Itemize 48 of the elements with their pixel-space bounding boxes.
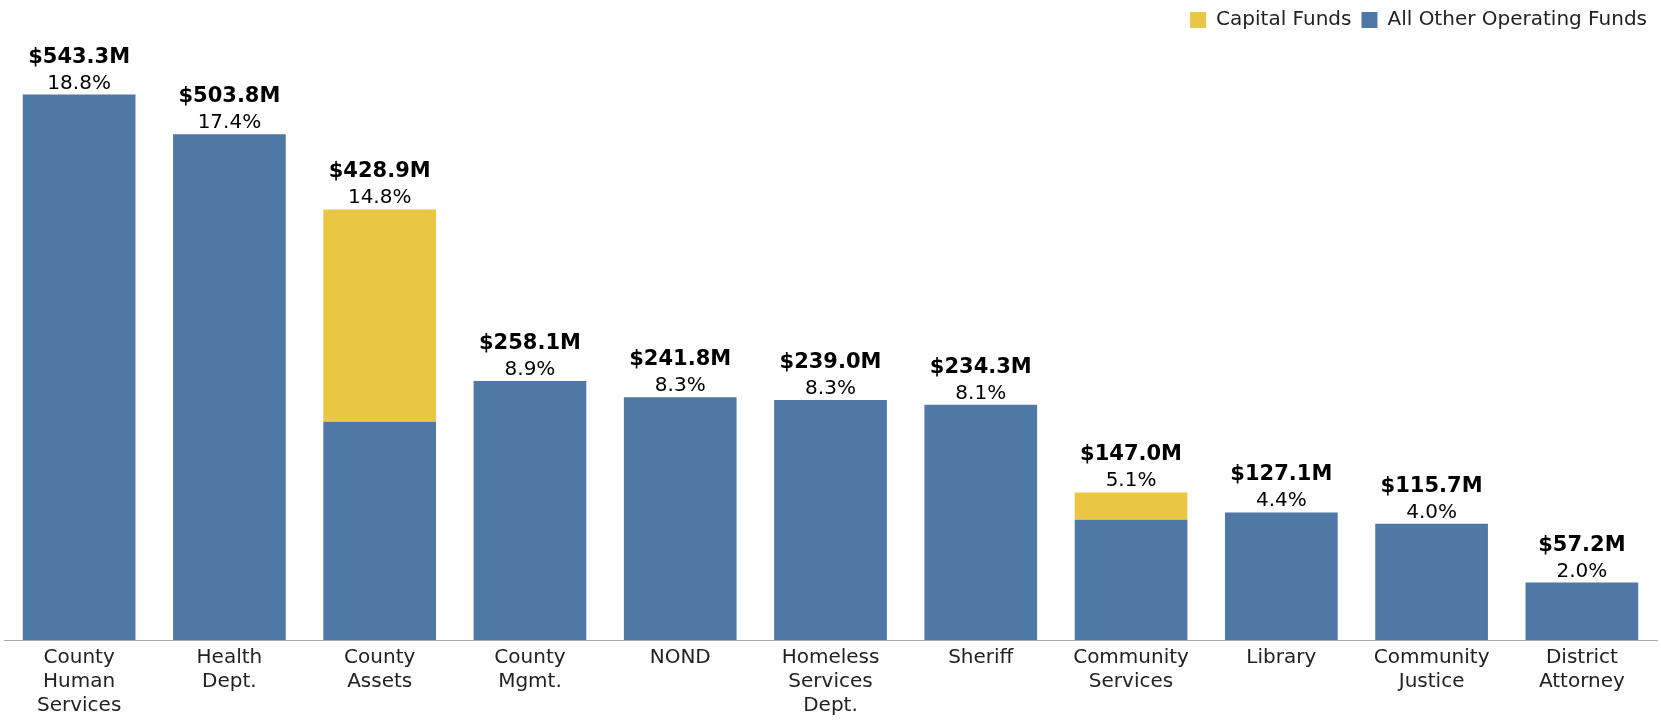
bar xyxy=(1074,492,1188,520)
x-tick-label: Health Dept. xyxy=(196,644,263,693)
annotation: 4.4% xyxy=(1255,487,1307,512)
bar xyxy=(623,397,737,640)
x-tick-label: Library xyxy=(1246,644,1317,669)
bar xyxy=(1224,512,1338,640)
bar xyxy=(924,404,1038,640)
bar xyxy=(22,94,136,640)
data-label: $241.8M xyxy=(629,346,732,371)
legend-label: All Other Operating Funds xyxy=(1387,6,1648,31)
data-label: $239.0M xyxy=(779,349,882,374)
annotation: 2.0% xyxy=(1556,557,1608,582)
x-tick-label: County Assets xyxy=(344,644,416,693)
x-tick-label: Community Services xyxy=(1073,644,1190,693)
data-label: $234.3M xyxy=(929,353,1032,378)
data-label: $503.8M xyxy=(178,83,281,108)
bar xyxy=(1525,582,1639,640)
bar xyxy=(1074,519,1188,640)
data-label: $258.1M xyxy=(478,329,581,354)
annotation: 5.1% xyxy=(1105,467,1157,492)
x-tick-label: County Mgmt. xyxy=(494,644,566,693)
x-tick-label: Community Justice xyxy=(1373,644,1490,693)
data-label: $127.1M xyxy=(1230,461,1333,486)
bar xyxy=(323,421,437,640)
bar xyxy=(473,380,587,640)
annotation: 8.1% xyxy=(955,379,1007,404)
x-tick-label: Homeless Services Dept. xyxy=(781,644,880,717)
data-label: $57.2M xyxy=(1538,531,1626,556)
x-tick-label: Sheriff xyxy=(948,644,1015,669)
data-label: $115.7M xyxy=(1380,472,1483,497)
x-tick-label: NOND xyxy=(649,644,711,669)
legend-label: Capital Funds xyxy=(1216,6,1352,31)
annotation: 17.4% xyxy=(197,109,262,134)
x-tick-label: District Attorney xyxy=(1538,644,1625,693)
bar xyxy=(774,400,887,640)
total-label: $428.9M xyxy=(328,158,431,183)
bar xyxy=(173,134,286,640)
bar xyxy=(1375,523,1488,640)
annotation: 8.9% xyxy=(504,355,556,380)
annotation: 18.8% xyxy=(47,69,111,94)
data-label: $543.3M xyxy=(28,43,131,68)
x-tick-label: County Human Services xyxy=(36,644,122,717)
annotation: 8.3% xyxy=(805,375,856,400)
annotation: 8.3% xyxy=(654,372,706,397)
total-label: $147.0M xyxy=(1080,441,1183,466)
annotation: 14.8% xyxy=(347,184,412,209)
bar xyxy=(323,209,437,422)
annotation: 4.0% xyxy=(1406,498,1457,523)
